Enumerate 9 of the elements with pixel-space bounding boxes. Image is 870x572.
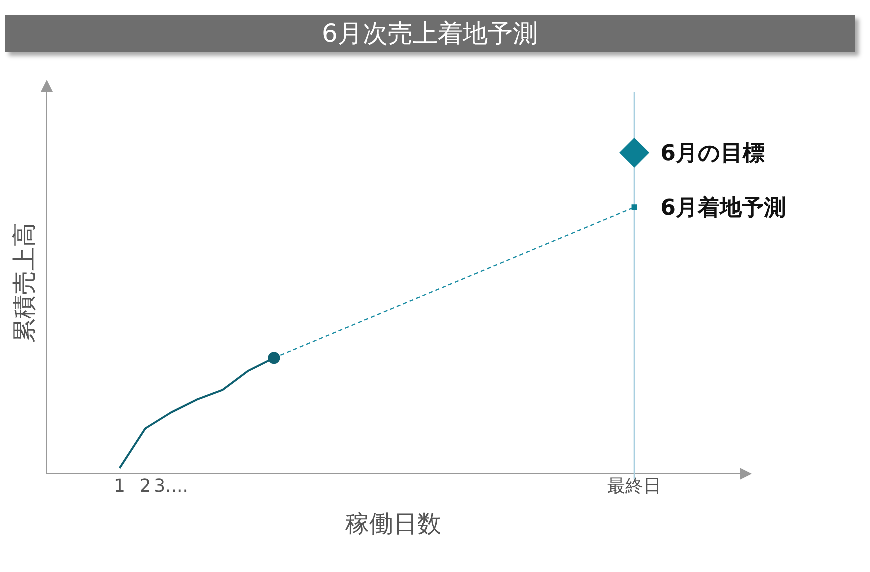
x-tick-label: 2 [140, 476, 152, 498]
x-tick-label: 1 [114, 476, 126, 498]
x-tick-label: 最終日 [608, 476, 662, 498]
y-axis-title: 累積売上高 [10, 222, 39, 343]
series-label: 6月の目標 [660, 142, 765, 167]
chart-title: 6月次売上着地予測 [5, 15, 855, 52]
series-label: 6月着地予測 [660, 195, 786, 222]
x-axis-title: 稼働日数 [345, 510, 442, 538]
x-tick-label: 3.... [154, 476, 188, 498]
